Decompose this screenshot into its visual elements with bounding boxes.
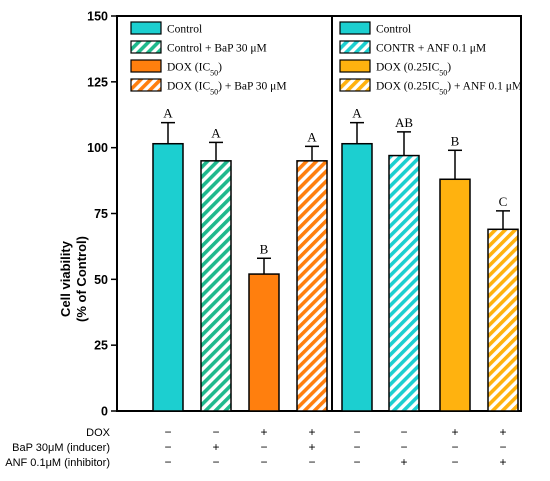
significance-letter: A <box>211 125 221 140</box>
legend-item: CONTR + ANF 0.1 μM <box>339 40 486 55</box>
y-axis: 0 25 50 75 100 125 150 <box>87 10 117 419</box>
bar <box>248 273 280 412</box>
legend-label: Control <box>167 24 202 36</box>
legend-swatch <box>130 78 162 92</box>
significance-letter: C <box>499 194 508 209</box>
legend: Control Control + BaP 30 μM DOX (IC50) DOX … <box>130 21 522 97</box>
treatment-sign: − <box>164 425 171 439</box>
legend-label: DOX (IC50) + BaP 30 μM <box>167 81 287 97</box>
legend-swatch <box>339 21 371 35</box>
legend-swatch <box>130 59 162 73</box>
significance-letter: B <box>451 133 460 148</box>
bar-group: A <box>341 106 373 412</box>
treatment-sign: + <box>499 425 506 439</box>
treatment-label: BaP 30μM (inducer) <box>12 442 110 454</box>
treatment-sign: − <box>164 455 171 469</box>
treatment-sign: − <box>353 455 360 469</box>
treatment-sign: − <box>212 425 219 439</box>
significance-letter: A <box>307 129 317 144</box>
treatment-sign: − <box>308 455 315 469</box>
legend-swatch <box>339 78 371 92</box>
treatment-sign: + <box>451 425 458 439</box>
treatment-sign: − <box>164 440 171 454</box>
legend-item: Control + BaP 30 μM <box>130 40 267 55</box>
legend-item: DOX (0.25IC50) + ANF 0.1 μM <box>339 78 522 97</box>
treatment-sign: − <box>353 440 360 454</box>
legend-label: DOX (0.25IC50) <box>376 62 451 78</box>
significance-letter: AB <box>395 115 413 130</box>
y-tick-label: 50 <box>94 273 108 287</box>
bar <box>341 142 373 412</box>
treatment-sign: − <box>400 425 407 439</box>
treatment-sign: − <box>212 455 219 469</box>
treatment-sign: − <box>260 455 267 469</box>
significance-letter: B <box>260 241 269 256</box>
legend-label: CONTR + ANF 0.1 μM <box>376 43 486 55</box>
bar <box>388 154 420 412</box>
legend-item: DOX (IC50) + BaP 30 μM <box>130 78 287 97</box>
legend-label: Control + BaP 30 μM <box>167 43 267 55</box>
bar-group: B <box>439 133 471 412</box>
treatment-label: ANF 0.1μM (inhibitor) <box>5 457 110 469</box>
legend-label: Control <box>376 24 411 36</box>
significance-letter: A <box>352 106 362 121</box>
bar-group: A <box>296 129 328 412</box>
treatment-sign: + <box>400 455 407 469</box>
treatment-sign: − <box>400 440 407 454</box>
legend-right: Control CONTR + ANF 0.1 μM DOX (0.25IC50) D… <box>339 21 522 97</box>
y-tick-label: 100 <box>87 141 108 155</box>
legend-swatch <box>339 59 371 73</box>
legend-item: DOX (IC50) <box>130 59 222 78</box>
bar-group: AB <box>388 115 420 412</box>
treatment-sign: − <box>260 440 267 454</box>
treatment-sign: + <box>308 440 315 454</box>
legend-swatch <box>130 21 162 35</box>
bar-group: A <box>152 106 184 412</box>
treatment-sign: + <box>308 425 315 439</box>
treatment-sign: − <box>499 440 506 454</box>
y-tick-label: 150 <box>87 10 108 24</box>
y-axis-label-line2: (% of Control) <box>74 236 89 322</box>
bar <box>152 142 184 412</box>
treatment-label: DOX <box>86 427 111 439</box>
y-tick-label: 125 <box>87 75 108 89</box>
bar-group: B <box>248 241 280 412</box>
legend-item: DOX (0.25IC50) <box>339 59 451 78</box>
treatment-sign: + <box>499 455 506 469</box>
bar <box>200 160 232 412</box>
y-axis-label: Cell viability (% of Control) <box>58 236 89 322</box>
legend-swatch <box>130 40 162 54</box>
y-tick-label: 75 <box>94 207 108 221</box>
significance-letter: A <box>163 106 173 121</box>
y-tick-label: 25 <box>94 339 108 353</box>
treatment-sign: + <box>260 425 267 439</box>
legend-label: DOX (0.25IC50) + ANF 0.1 μM <box>376 81 522 97</box>
treatment-sign: − <box>353 425 360 439</box>
bar <box>487 228 519 412</box>
bar <box>439 178 471 412</box>
bar <box>296 160 328 412</box>
bar-group: A <box>200 125 232 412</box>
legend-left: Control Control + BaP 30 μM DOX (IC50) DOX … <box>130 21 287 97</box>
treatment-table: DOX − − + + − − + +BaP 30μM (inducer) − + − + − − − −ANF… <box>5 425 506 469</box>
legend-label: DOX (IC50) <box>167 62 222 78</box>
bar-group: C <box>487 194 519 412</box>
legend-swatch <box>339 40 371 54</box>
legend-item: Control <box>339 21 411 36</box>
legend-item: Control <box>130 21 202 36</box>
treatment-sign: − <box>451 455 458 469</box>
treatment-sign: + <box>212 440 219 454</box>
y-axis-label-line1: Cell viability <box>58 240 73 317</box>
treatment-sign: − <box>451 440 458 454</box>
y-tick-label: 0 <box>101 405 108 419</box>
